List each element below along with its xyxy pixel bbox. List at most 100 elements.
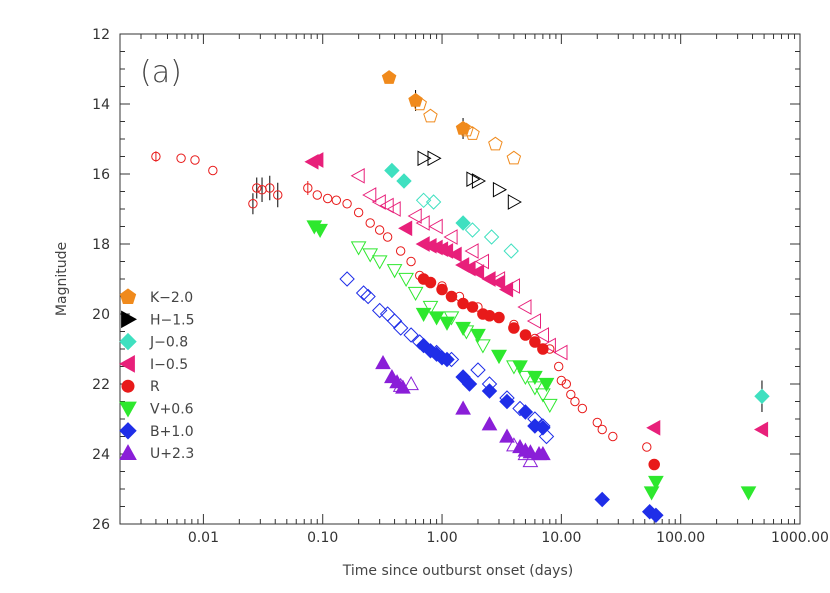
open-point-circle xyxy=(382,232,393,242)
open-point-circle xyxy=(608,431,618,442)
open-point-circle xyxy=(265,183,275,193)
open-point-circle xyxy=(395,246,406,256)
filled-point-triangle-down xyxy=(538,377,555,393)
open-point-triangle-down xyxy=(350,241,367,256)
filled-point-diamond xyxy=(439,351,455,368)
open-point-circle xyxy=(597,424,607,435)
legend-marker xyxy=(119,401,137,418)
open-point-circle xyxy=(342,199,352,209)
filled-point-diamond xyxy=(396,173,412,189)
filled-point-triangle-up xyxy=(499,428,515,443)
open-point-circle xyxy=(248,199,258,209)
plot-area-frame xyxy=(119,33,801,525)
open-point-circle xyxy=(331,195,342,205)
open-point-pentagon xyxy=(506,150,522,165)
open-point-triangle-down xyxy=(535,388,551,403)
open-point-diamond xyxy=(360,288,376,305)
filled-point-triangle-up xyxy=(395,379,411,394)
filled-point-triangle-left xyxy=(753,421,769,438)
y-tick-label: 20 xyxy=(92,307,110,323)
open-point-diamond xyxy=(355,285,372,301)
open-point-triangle-left xyxy=(443,229,458,245)
open-point-triangle-down xyxy=(541,398,558,414)
filled-point-circle xyxy=(519,329,532,341)
filled-point-diamond xyxy=(535,420,551,436)
filled-point-triangle-down xyxy=(439,316,455,331)
open-point-diamond xyxy=(483,229,500,245)
filled-point-triangle-up xyxy=(375,354,391,370)
open-point-triangle-down xyxy=(398,272,414,288)
x-tick-label: 1000.00 xyxy=(771,530,829,546)
open-point-circle xyxy=(312,190,322,200)
legend-marker xyxy=(121,379,135,393)
legend-marker xyxy=(118,355,135,373)
y-tick-label: 26 xyxy=(92,517,110,533)
filled-point-diamond xyxy=(481,383,498,399)
filled-point-triangle-left xyxy=(447,246,462,263)
open-point-triangle-down xyxy=(517,370,534,386)
legend-marker xyxy=(119,288,137,304)
open-point-triangle-left xyxy=(350,167,365,184)
filled-point-triangle-down xyxy=(512,360,528,375)
open-point-diamond xyxy=(386,313,403,329)
open-point-circle xyxy=(642,442,652,452)
open-point-triangle-left xyxy=(534,327,549,343)
filled-point-triangle-up xyxy=(455,400,471,415)
filled-point-triangle-down xyxy=(527,370,543,386)
filled-point-triangle-up xyxy=(522,444,539,459)
open-point-diamond xyxy=(503,243,519,259)
open-point-triangle-left xyxy=(362,187,377,203)
filled-point-diamond xyxy=(517,404,534,420)
open-point-triangle-up xyxy=(403,375,419,391)
legend-marker xyxy=(119,444,137,460)
filled-point-triangle-down xyxy=(470,328,486,344)
open-point-triangle-right xyxy=(507,194,522,210)
y-tick-label: 22 xyxy=(92,377,110,393)
filled-point-triangle-down xyxy=(312,223,328,239)
filled-point-pentagon xyxy=(408,92,423,107)
open-point-triangle-right xyxy=(471,173,487,189)
filled-point-circle xyxy=(436,283,448,296)
open-point-diamond xyxy=(392,320,409,336)
y-tick-label: 14 xyxy=(92,97,110,113)
open-point-circle xyxy=(592,417,602,428)
filled-point-triangle-left xyxy=(469,264,485,280)
open-point-triangle-down xyxy=(371,255,388,270)
legend-entry-label: V+0.6 xyxy=(150,402,194,418)
legend: K−2.0 H−1.5 J−0.8 I−0.5 R V+0.6 B+1.0 U+2.3 xyxy=(118,288,195,462)
filled-point-triangle-left xyxy=(646,419,661,436)
panel-label: (a) xyxy=(140,55,182,90)
y-axis-title: Magnitude xyxy=(54,242,70,316)
filled-point-triangle-down xyxy=(415,307,432,323)
open-point-triangle-left xyxy=(386,201,401,217)
open-point-triangle-left xyxy=(526,313,541,329)
filled-point-triangle-up xyxy=(481,416,498,431)
open-point-circle xyxy=(556,375,567,386)
filled-point-circle xyxy=(445,290,458,303)
open-point-triangle-left xyxy=(541,337,556,354)
legend-entry-label: I−0.5 xyxy=(150,357,188,373)
open-point-triangle-down xyxy=(475,339,491,354)
filled-point-triangle-up xyxy=(535,445,551,461)
filled-point-triangle-down xyxy=(648,475,664,491)
open-point-triangle-right xyxy=(492,181,508,198)
open-point-diamond xyxy=(415,192,432,209)
filled-point-pentagon xyxy=(455,120,471,135)
filled-point-diamond xyxy=(754,388,770,405)
open-point-circle xyxy=(252,183,262,193)
filled-point-triangle-down xyxy=(491,349,507,365)
open-point-circle xyxy=(273,190,283,200)
legend-entry-label: H−1.5 xyxy=(150,312,195,328)
open-point-diamond xyxy=(371,302,388,319)
filled-point-triangle-left xyxy=(498,281,514,298)
x-tick-label: 0.01 xyxy=(188,530,219,546)
open-point-triangle-left xyxy=(428,218,443,235)
y-tick-label: 24 xyxy=(92,447,110,463)
open-point-triangle-right xyxy=(466,171,481,188)
legend-entry-label: R xyxy=(150,379,160,395)
filled-point-diamond xyxy=(455,215,471,231)
open-point-diamond xyxy=(425,194,442,210)
filled-point-diamond xyxy=(461,376,478,392)
x-tick-label: 100.00 xyxy=(656,530,705,546)
filled-point-diamond xyxy=(499,393,515,410)
